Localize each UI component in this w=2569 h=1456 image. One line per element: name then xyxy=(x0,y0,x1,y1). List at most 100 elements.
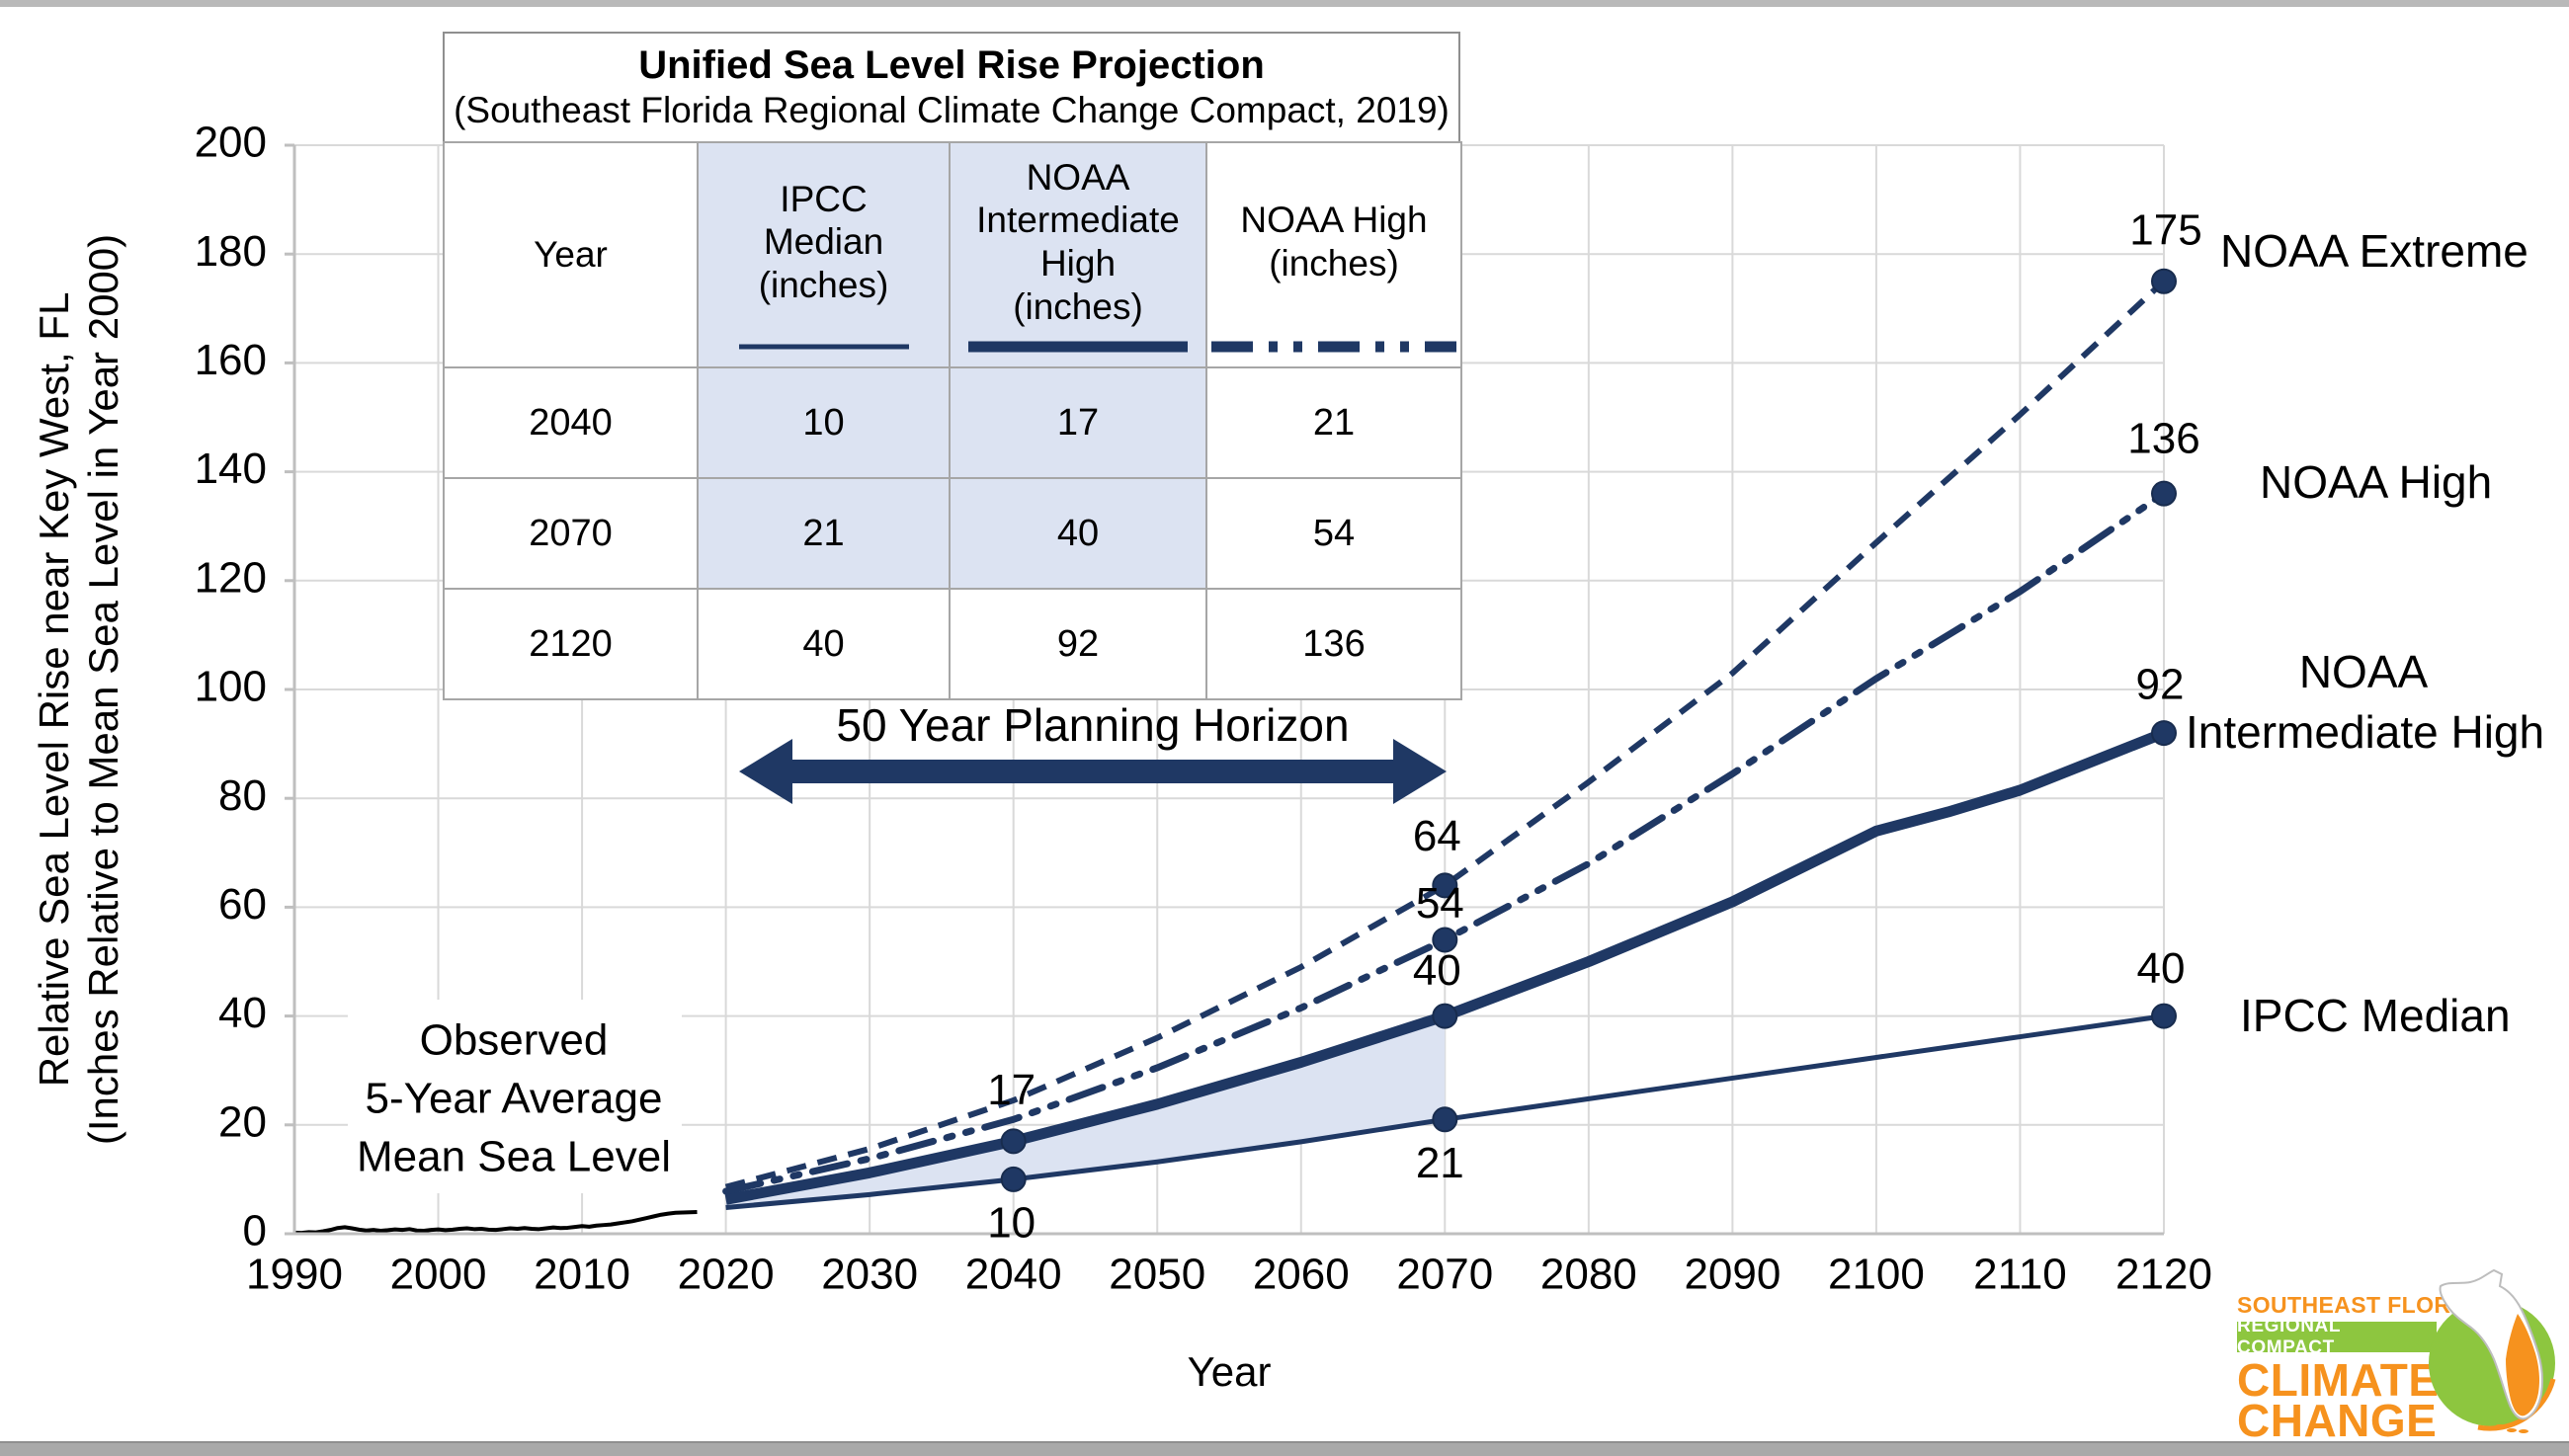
y-tick-label-100: 100 xyxy=(195,663,267,711)
observed-label-box xyxy=(348,1000,682,1193)
marker-noaa-extreme-2070 xyxy=(1432,872,1458,899)
marker-ipcc-median-2070 xyxy=(1432,1106,1458,1133)
observed-label-line2: 5-Year Average xyxy=(366,1075,663,1123)
planning-horizon-arrow xyxy=(739,739,1447,804)
marker-ipcc-median-2040 xyxy=(1000,1166,1027,1192)
table-title: Unified Sea Level Rise Projection xyxy=(638,43,1265,88)
logo-regional-compact-bar: REGIONAL COMPACT xyxy=(2237,1316,2437,1358)
florida-graphic-icon xyxy=(2429,1268,2556,1433)
data-label-2120-175: 175 xyxy=(2129,205,2201,254)
series-label-noaa-extreme: NOAA Extreme xyxy=(2220,225,2528,277)
cell-2120-ipcc: 40 xyxy=(697,588,951,700)
data-label-2040-10: 10 xyxy=(987,1199,1036,1248)
cell-2070-high: 54 xyxy=(1205,477,1462,590)
slide-top-border xyxy=(0,0,2569,7)
table-header-year-label: Year xyxy=(534,234,608,276)
data-label-2070-64: 64 xyxy=(1413,812,1461,860)
table-row-2040: 2040 10 17 21 xyxy=(443,366,1462,479)
series-line-noaa-intermediate-high xyxy=(724,727,2167,1205)
table-row-2070: 2070 21 40 54 xyxy=(443,477,1462,590)
marker-noaa-extreme-2120 xyxy=(2151,268,2177,294)
data-label-2120-92: 92 xyxy=(2136,661,2185,709)
y-tick-label-200: 200 xyxy=(195,119,267,167)
table-header-ipcc-median-label: IPCC Median (inches) xyxy=(758,178,889,305)
projection-table: Unified Sea Level Rise Projection (South… xyxy=(443,32,1462,700)
cell-2040-ipcc: 10 xyxy=(697,366,951,479)
series-line-noaa-extreme xyxy=(724,279,2167,1190)
cell-2040-high: 21 xyxy=(1205,366,1462,479)
ipcc-median-line-sample-icon xyxy=(738,344,909,350)
x-tick-label-2060: 2060 xyxy=(1253,1251,1350,1299)
y-tick-label-120: 120 xyxy=(195,553,267,602)
axis-lines xyxy=(285,143,2164,1236)
table-header-ipcc-median: IPCC Median (inches) xyxy=(697,141,951,368)
marker-noaa-intermediate-high-2120 xyxy=(2151,720,2177,747)
marker-ipcc-median-2120 xyxy=(2151,1003,2177,1029)
y-tick-label-140: 140 xyxy=(195,445,267,493)
y-tick-label-0: 0 xyxy=(243,1207,267,1255)
x-tick-label-2020: 2020 xyxy=(678,1251,775,1299)
table-subtitle: (Southeast Florida Regional Climate Chan… xyxy=(454,90,1450,131)
florida-keys-dot xyxy=(2495,1424,2505,1428)
data-label-2120-40: 40 xyxy=(2137,944,2186,993)
logo-change: CHANGE xyxy=(2237,1395,2438,1446)
marker-noaa-high-2120 xyxy=(2151,480,2177,507)
x-tick-label-2090: 2090 xyxy=(1684,1251,1781,1299)
table-header-noaa-intermediate-high: NOAA Intermediate High (inches) xyxy=(949,141,1207,368)
y-tick-label-40: 40 xyxy=(218,989,267,1037)
x-tick-label-2120: 2120 xyxy=(2115,1251,2212,1299)
table-header-noaa-high-label: NOAA High (inches) xyxy=(1240,200,1428,283)
logo-climate: CLIMATE xyxy=(2237,1354,2440,1406)
series-label-noaa-high: NOAA High xyxy=(2260,456,2492,508)
cell-year-2120: 2120 xyxy=(443,588,699,700)
cell-2070-ipcc: 21 xyxy=(697,477,951,590)
x-tick-label-2100: 2100 xyxy=(1828,1251,1925,1299)
data-label-2070-54: 54 xyxy=(1416,879,1464,928)
cell-2120-int-high: 92 xyxy=(949,588,1207,700)
x-tick-label-2110: 2110 xyxy=(1973,1251,2067,1299)
observed-label-line3: Mean Sea Level xyxy=(357,1133,671,1181)
series-line-observed-5-year-average-mean-sea-level xyxy=(293,1209,698,1236)
marker-noaa-intermediate-high-2040 xyxy=(1000,1128,1027,1155)
x-tick-label-2000: 2000 xyxy=(390,1251,487,1299)
table-header-noaa-high: NOAA High (inches) xyxy=(1205,141,1462,368)
slide-bottom-border xyxy=(0,1441,2569,1456)
table-header-year: Year xyxy=(443,141,699,368)
planning-horizon-label: 50 Year Planning Horizon xyxy=(836,699,1349,751)
x-tick-label-2030: 2030 xyxy=(821,1251,918,1299)
x-tick-label-2050: 2050 xyxy=(1109,1251,1205,1299)
y-tick-label-80: 80 xyxy=(218,771,267,820)
data-markers xyxy=(1000,268,2177,1192)
x-tick-label-1990: 1990 xyxy=(246,1251,343,1299)
noaa-high-line-sample-icon xyxy=(1211,341,1456,353)
marker-noaa-high-2070 xyxy=(1432,927,1458,953)
data-label-2120-136: 136 xyxy=(2127,414,2199,462)
cell-year-2040: 2040 xyxy=(443,366,699,479)
cell-2120-high: 136 xyxy=(1205,588,1462,700)
y-tick-label-20: 20 xyxy=(218,1097,267,1146)
noaa-intermediate-high-line-sample-icon xyxy=(968,341,1188,353)
marker-noaa-intermediate-high-2070 xyxy=(1432,1003,1458,1029)
cell-2070-int-high: 40 xyxy=(949,477,1207,590)
y-tick-label-60: 60 xyxy=(218,880,267,929)
data-label-2040-17: 17 xyxy=(987,1066,1036,1114)
series-label-noaa-intermediate-high-line1: NOAA xyxy=(2299,646,2429,697)
data-label-2070-21: 21 xyxy=(1416,1139,1464,1187)
florida-keys-dot xyxy=(2519,1429,2528,1433)
y-axis-title-line1: Relative Sea Level Rise near Key West, F… xyxy=(31,292,77,1088)
data-label-2070-40: 40 xyxy=(1413,946,1461,995)
cell-2040-int-high: 17 xyxy=(949,366,1207,479)
table-row-2120: 2120 40 92 136 xyxy=(443,588,1462,700)
x-axis-title: Year xyxy=(1188,1348,1272,1395)
y-tick-label-180: 180 xyxy=(195,227,267,276)
florida-southeast-region xyxy=(2506,1314,2539,1416)
x-tick-label-2040: 2040 xyxy=(965,1251,1062,1299)
compact-logo: SOUTHEAST FLORIDA REGIONAL COMPACT CLIMA… xyxy=(2229,1268,2569,1446)
series-label-ipcc-median: IPCC Median xyxy=(2240,990,2511,1041)
x-tick-label-2070: 2070 xyxy=(1396,1251,1493,1299)
data-point-labels: 17 10 64 54 40 21 175 136 92 40 xyxy=(987,205,2201,1247)
logo-regional-compact: REGIONAL COMPACT xyxy=(2237,1315,2341,1358)
y-tick-label-160: 160 xyxy=(195,336,267,384)
